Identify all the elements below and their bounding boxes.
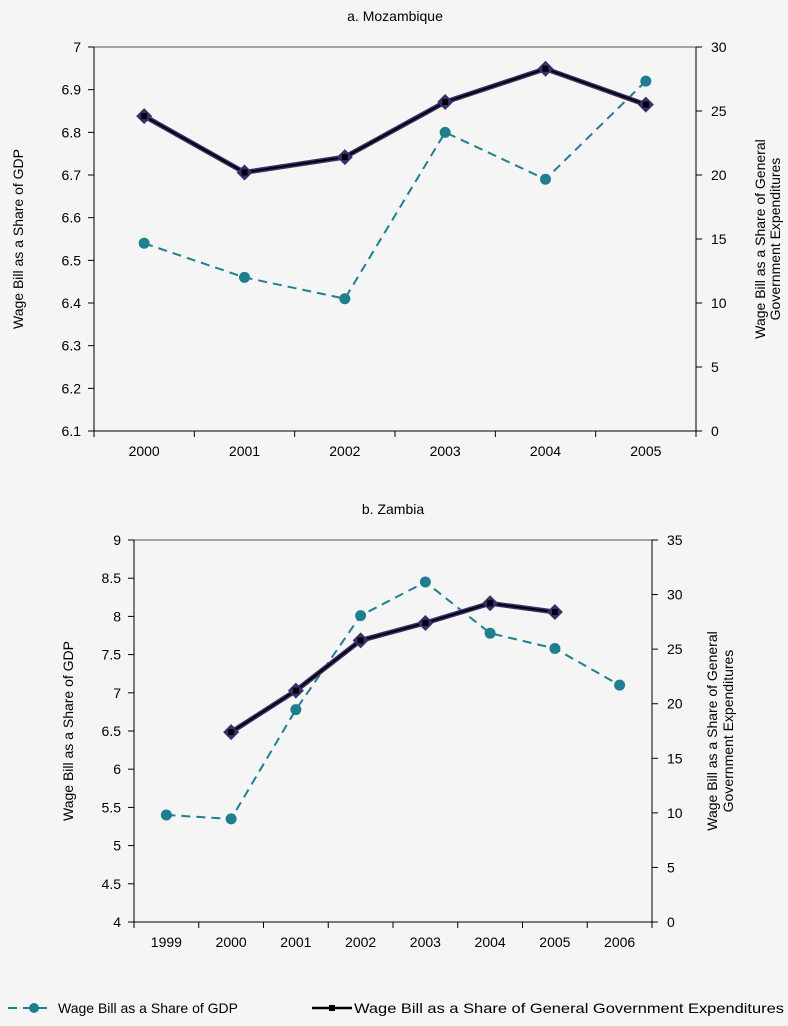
left-tick-label: 4.5 bbox=[102, 876, 122, 892]
x-tick-label: 2004 bbox=[475, 934, 506, 950]
left-tick-label: 6.7 bbox=[62, 167, 82, 183]
x-tick-label: 2000 bbox=[216, 934, 247, 950]
chart-title: a. Mozambique bbox=[347, 8, 443, 24]
gge-data-point-core bbox=[487, 600, 494, 607]
right-tick-label: 35 bbox=[667, 532, 683, 548]
gge-data-point-core bbox=[341, 154, 348, 161]
left-axis-label: Wage Bill as a Share of GDP bbox=[60, 641, 76, 821]
gdp-data-point bbox=[614, 679, 626, 691]
left-tick-label: 7 bbox=[113, 685, 121, 701]
left-tick-label: 6.5 bbox=[102, 723, 122, 739]
left-tick-label: 5.5 bbox=[102, 799, 122, 815]
right-tick-label: 30 bbox=[667, 587, 683, 603]
x-tick-label: 2001 bbox=[280, 934, 311, 950]
gdp-data-point bbox=[549, 642, 561, 654]
left-tick-label: 7 bbox=[73, 39, 81, 55]
chart-panel-1: b. Zambia 4 4.5 5 5.5 6 6.5 7 7.5 8 8.5 9 0 5 10 15 20 25… bbox=[60, 501, 736, 950]
legend-gdp-label: Wage Bill as a Share of GDP bbox=[58, 1000, 238, 1016]
gdp-series-line bbox=[166, 580, 621, 820]
gdp-data-point bbox=[239, 271, 250, 283]
x-tick-label: 2001 bbox=[229, 443, 260, 459]
gdp-data-point bbox=[439, 126, 451, 138]
gdp-data-point bbox=[640, 75, 652, 87]
right-tick-label: 30 bbox=[711, 39, 727, 55]
x-tick-label: 2000 bbox=[129, 443, 160, 459]
gge-data-point-core bbox=[292, 687, 299, 694]
legend: Wage Bill as a Share of GDP Wage Bill as … bbox=[8, 1000, 784, 1016]
legend-gge-swatch-marker bbox=[329, 1005, 335, 1011]
left-tick-label: 6 bbox=[113, 761, 121, 777]
left-tick-label: 6.2 bbox=[62, 380, 82, 396]
gge-series-line bbox=[143, 67, 647, 174]
gdp-data-point bbox=[225, 813, 237, 825]
right-tick-label: 25 bbox=[711, 103, 727, 119]
gge-series-outline bbox=[229, 600, 556, 735]
left-tick-label: 6.1 bbox=[62, 423, 82, 439]
gdp-series-line bbox=[143, 80, 647, 300]
right-axis-label-line2: Government Expenditures bbox=[767, 158, 783, 321]
chart-panel-0: a. Mozambique 6.1 6.2 6.3 6.4 6.5 6.6 6.7 6.8 6.9… bbox=[10, 8, 783, 459]
right-tick-label: 15 bbox=[711, 231, 727, 247]
right-tick-label: 10 bbox=[667, 805, 683, 821]
right-tick-label: 20 bbox=[711, 167, 727, 183]
gdp-data-point bbox=[419, 576, 431, 588]
right-tick-label: 15 bbox=[667, 750, 683, 766]
gdp-data-point bbox=[339, 293, 351, 305]
right-tick-label: 25 bbox=[667, 641, 683, 657]
x-tick-label: 2003 bbox=[410, 934, 441, 950]
left-tick-label: 6.9 bbox=[62, 82, 82, 98]
right-axis-label-line1: Wage Bill as a Share of General bbox=[752, 139, 768, 338]
x-tick-label: 2004 bbox=[530, 443, 561, 459]
left-tick-label: 6.4 bbox=[62, 295, 82, 311]
x-tick-label: 2002 bbox=[329, 443, 360, 459]
gdp-data-point bbox=[484, 627, 496, 639]
gge-series-outline bbox=[142, 66, 647, 175]
left-tick-label: 9 bbox=[113, 532, 121, 548]
right-tick-label: 0 bbox=[711, 423, 719, 439]
gdp-data-point bbox=[160, 809, 172, 821]
right-tick-label: 10 bbox=[711, 295, 727, 311]
chart-title: b. Zambia bbox=[362, 501, 424, 517]
left-tick-label: 5 bbox=[113, 838, 121, 854]
right-tick-label: 5 bbox=[711, 359, 719, 375]
right-tick-label: 0 bbox=[667, 914, 675, 930]
x-tick-label: 1999 bbox=[151, 934, 182, 950]
gge-data-point-core bbox=[241, 169, 248, 176]
right-tick-label: 5 bbox=[667, 859, 675, 875]
gge-data-point-core bbox=[642, 101, 649, 108]
legend-gge-label: Wage Bill as a Share of General Governme… bbox=[354, 1000, 784, 1016]
left-tick-label: 6.8 bbox=[62, 124, 82, 140]
right-axis-label-line1: Wage Bill as a Share of General bbox=[704, 631, 720, 830]
gdp-data-point bbox=[355, 610, 367, 622]
x-tick-label: 2005 bbox=[539, 934, 570, 950]
left-tick-label: 6.6 bbox=[62, 210, 82, 226]
left-tick-label: 7.5 bbox=[102, 647, 122, 663]
left-tick-label: 8.5 bbox=[102, 570, 122, 586]
gge-data-point-core bbox=[422, 619, 429, 626]
right-tick-label: 20 bbox=[667, 696, 683, 712]
x-tick-label: 2006 bbox=[604, 934, 635, 950]
gge-data-point-core bbox=[357, 637, 364, 644]
left-axis-label: Wage Bill as a Share of GDP bbox=[10, 149, 26, 329]
gge-series-line bbox=[230, 602, 556, 733]
left-tick-label: 6.5 bbox=[62, 252, 82, 268]
gdp-data-point bbox=[540, 173, 551, 185]
x-tick-label: 2002 bbox=[345, 934, 376, 950]
right-axis-label-line2: Government Expenditures bbox=[720, 650, 736, 813]
x-tick-label: 2003 bbox=[430, 443, 461, 459]
gge-data-point-core bbox=[141, 113, 148, 120]
x-tick-label: 2005 bbox=[630, 443, 661, 459]
left-tick-label: 4 bbox=[113, 914, 121, 930]
gge-data-point-core bbox=[228, 729, 235, 736]
gge-data-point-core bbox=[442, 99, 449, 106]
gge-data-point-core bbox=[551, 609, 558, 616]
gge-data-point-core bbox=[542, 65, 549, 72]
legend-gdp-swatch-marker bbox=[29, 1003, 39, 1013]
gdp-data-point bbox=[138, 237, 150, 249]
gdp-data-point bbox=[290, 704, 302, 716]
left-tick-label: 6.3 bbox=[62, 338, 82, 354]
left-tick-label: 8 bbox=[113, 608, 121, 624]
